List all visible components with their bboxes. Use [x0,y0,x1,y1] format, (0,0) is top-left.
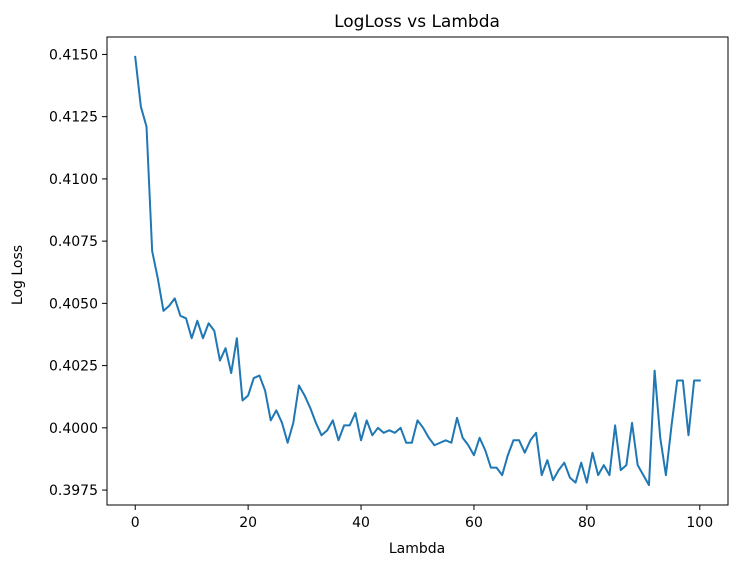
y-axis: 0.3975 0.4000 0.4025 0.4050 0.4075 0.4100 0.41… [49,47,107,499]
chart-title: LogLoss vs Lambda [334,12,500,32]
plot-area [106,36,729,506]
x-tick-label: 80 [578,515,596,531]
series-line-0 [134,55,701,487]
plot-frame [106,36,729,506]
x-axis: 0 20 40 60 80 100 [131,505,713,531]
x-axis-label: Lambda [389,541,445,557]
y-tick-label: 0.4125 [49,110,98,126]
y-tick-label: 0.4150 [49,47,98,63]
x-tick-label: 40 [352,515,370,531]
x-tick-label: 100 [686,515,713,531]
y-tick-label: 0.4000 [49,421,98,437]
x-tick-label: 60 [465,515,483,531]
y-tick-label: 0.4100 [49,172,98,188]
x-tick-label: 0 [131,515,140,531]
x-tick-label: 20 [239,515,257,531]
y-tick-label: 0.3975 [49,483,98,499]
y-axis-label: Log Loss [10,245,26,305]
y-tick-label: 0.4050 [49,296,98,312]
y-tick-label: 0.4025 [49,359,98,375]
y-tick-label: 0.4075 [49,234,98,250]
